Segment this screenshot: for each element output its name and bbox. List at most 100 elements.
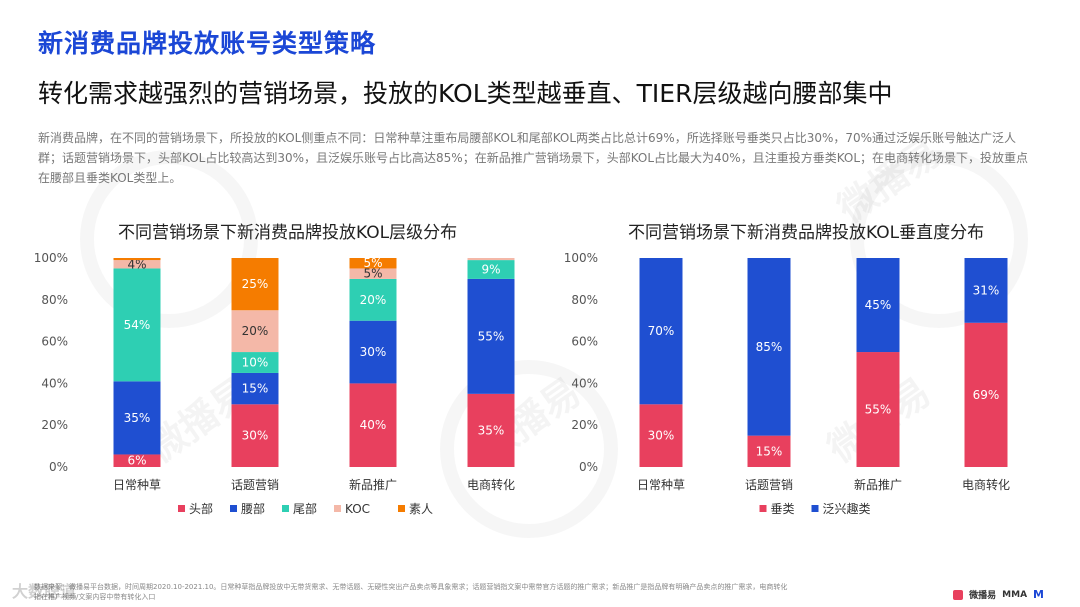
x-category-label: 新品推广 (349, 477, 397, 492)
bar-segment (349, 278, 397, 321)
bar-segment (349, 268, 397, 279)
bar-segment (231, 404, 279, 467)
bar-data-label: 70% (648, 324, 675, 338)
bar-segment (231, 258, 279, 311)
page-description: 新消费品牌，在不同的营销场景下，所投放的KOL侧重点不同：日常种草注重布局腰部K… (38, 131, 1029, 185)
legend-swatch (811, 505, 819, 512)
bar-segment (113, 260, 161, 269)
right-chart-title: 不同营销场景下新消费品牌投放KOL垂直度分布 (628, 223, 985, 243)
legend-swatch (398, 505, 405, 512)
brand-logo-icon (953, 589, 964, 600)
m-logo: M (1033, 588, 1044, 601)
legend-swatch (282, 505, 289, 512)
x-category-label: 日常种草 (637, 478, 685, 492)
legend-label: KOC (345, 502, 370, 516)
y-tick-label: 0% (579, 460, 598, 474)
bar-segment (113, 454, 161, 467)
legend-swatch (178, 505, 185, 512)
corner-watermark: 大数聪道 (12, 582, 77, 601)
bar-segment (467, 258, 515, 261)
bar-segment (231, 352, 279, 373)
legend-label: 素人 (409, 502, 433, 516)
legend-label: 尾部 (293, 501, 317, 516)
bar-data-label: 35% (478, 423, 505, 437)
bar-data-label: 20% (242, 324, 269, 338)
bar-segment (747, 258, 791, 436)
bar-segment (964, 322, 1008, 467)
legend-swatch (759, 505, 767, 512)
y-tick-label: 60% (571, 335, 598, 349)
bar-segment (747, 435, 791, 467)
bar-segment (349, 320, 397, 384)
y-tick-label: 80% (41, 293, 68, 307)
bar-data-label: 5% (363, 267, 382, 281)
page-title: 新消费品牌投放账号类型策略 (38, 29, 377, 58)
bar-data-label: 30% (242, 429, 269, 443)
bar-segment (856, 258, 900, 353)
legend-label: 腰部 (241, 501, 265, 516)
left-chart-title: 不同营销场景下新消费品牌投放KOL层级分布 (118, 223, 458, 243)
bar-segment (113, 258, 161, 261)
y-tick-label: 80% (571, 293, 598, 307)
bar-data-label: 35% (124, 411, 151, 425)
bar-data-label: 40% (360, 418, 387, 432)
y-tick-label: 40% (41, 376, 68, 390)
x-category-label: 话题营销 (231, 478, 279, 492)
y-tick-label: 100% (34, 251, 68, 265)
bar-data-label: 20% (360, 293, 387, 307)
bar-data-label: 69% (973, 388, 1000, 402)
bar-segment (639, 258, 683, 405)
y-tick-label: 40% (571, 376, 598, 390)
bar-data-label: 5% (363, 256, 382, 270)
bar-segment (467, 278, 515, 394)
page-subtitle: 转化需求越强烈的营销场景，投放的KOL类型越垂直、TIER层级越向腰部集中 (38, 79, 893, 108)
bar-data-label: 15% (242, 382, 269, 396)
bar-segment (231, 372, 279, 405)
logo-bar: 微播易 MMA M (953, 588, 1044, 601)
bar-data-label: 85% (756, 340, 783, 354)
legend-swatch (334, 505, 341, 512)
kol-tier-chart: 0% 20% 40% 60% 80% 100% 6% 35% 54% 4% 日常种草 30% 15% 10… (34, 251, 515, 516)
bar-data-label: 55% (478, 329, 505, 343)
legend-label: 泛兴趣类 (823, 501, 871, 516)
bar-segment (349, 258, 397, 269)
bar-data-label: 55% (865, 403, 892, 417)
bar-data-label: 4% (127, 257, 146, 271)
bar-segment (467, 260, 515, 279)
y-tick-label: 20% (41, 418, 68, 432)
bar-data-label: 10% (242, 356, 269, 370)
bar-segment (231, 310, 279, 353)
bar-segment (467, 393, 515, 467)
legend-label: 垂类 (771, 502, 795, 516)
legend-label: 头部 (189, 501, 213, 516)
x-category-label: 话题营销 (745, 478, 793, 492)
x-category-label: 日常种草 (113, 478, 161, 492)
kol-vertical-chart: 0% 20% 40% 60% 80% 100% 30% 70% 日常种草 15% 85% 话题营销 55… (564, 251, 1010, 516)
x-category-label: 电商转化 (467, 477, 515, 492)
bar-data-label: 30% (648, 429, 675, 443)
bar-segment (349, 383, 397, 467)
bar-data-label: 15% (756, 444, 783, 458)
y-tick-label: 60% (41, 335, 68, 349)
bar-segment (113, 268, 161, 382)
x-category-label: 新品推广 (854, 477, 902, 492)
bar-data-label: 31% (973, 283, 1000, 297)
bar-segment (113, 381, 161, 455)
bar-data-label: 54% (124, 318, 151, 332)
mma-logo: MMA (1002, 589, 1028, 600)
bar-data-label: 45% (865, 298, 892, 312)
bar-segment (639, 404, 683, 467)
bar-data-label: 30% (360, 345, 387, 359)
bar-data-label: 6% (127, 454, 146, 468)
y-tick-label: 100% (564, 251, 598, 265)
legend-swatch (230, 505, 237, 512)
brand-logo-text: 微播易 (969, 591, 997, 601)
footnote: 数据来源：微播易平台数据，时间周期2020.10-2021.10。日常种草指品牌… (34, 583, 788, 601)
bar-data-label: 9% (481, 262, 500, 276)
bar-segment (856, 352, 900, 467)
y-tick-label: 0% (49, 460, 68, 474)
y-tick-label: 20% (571, 418, 598, 432)
x-category-label: 电商转化 (962, 477, 1010, 492)
bar-segment (964, 258, 1008, 323)
bar-data-label: 25% (242, 277, 269, 291)
